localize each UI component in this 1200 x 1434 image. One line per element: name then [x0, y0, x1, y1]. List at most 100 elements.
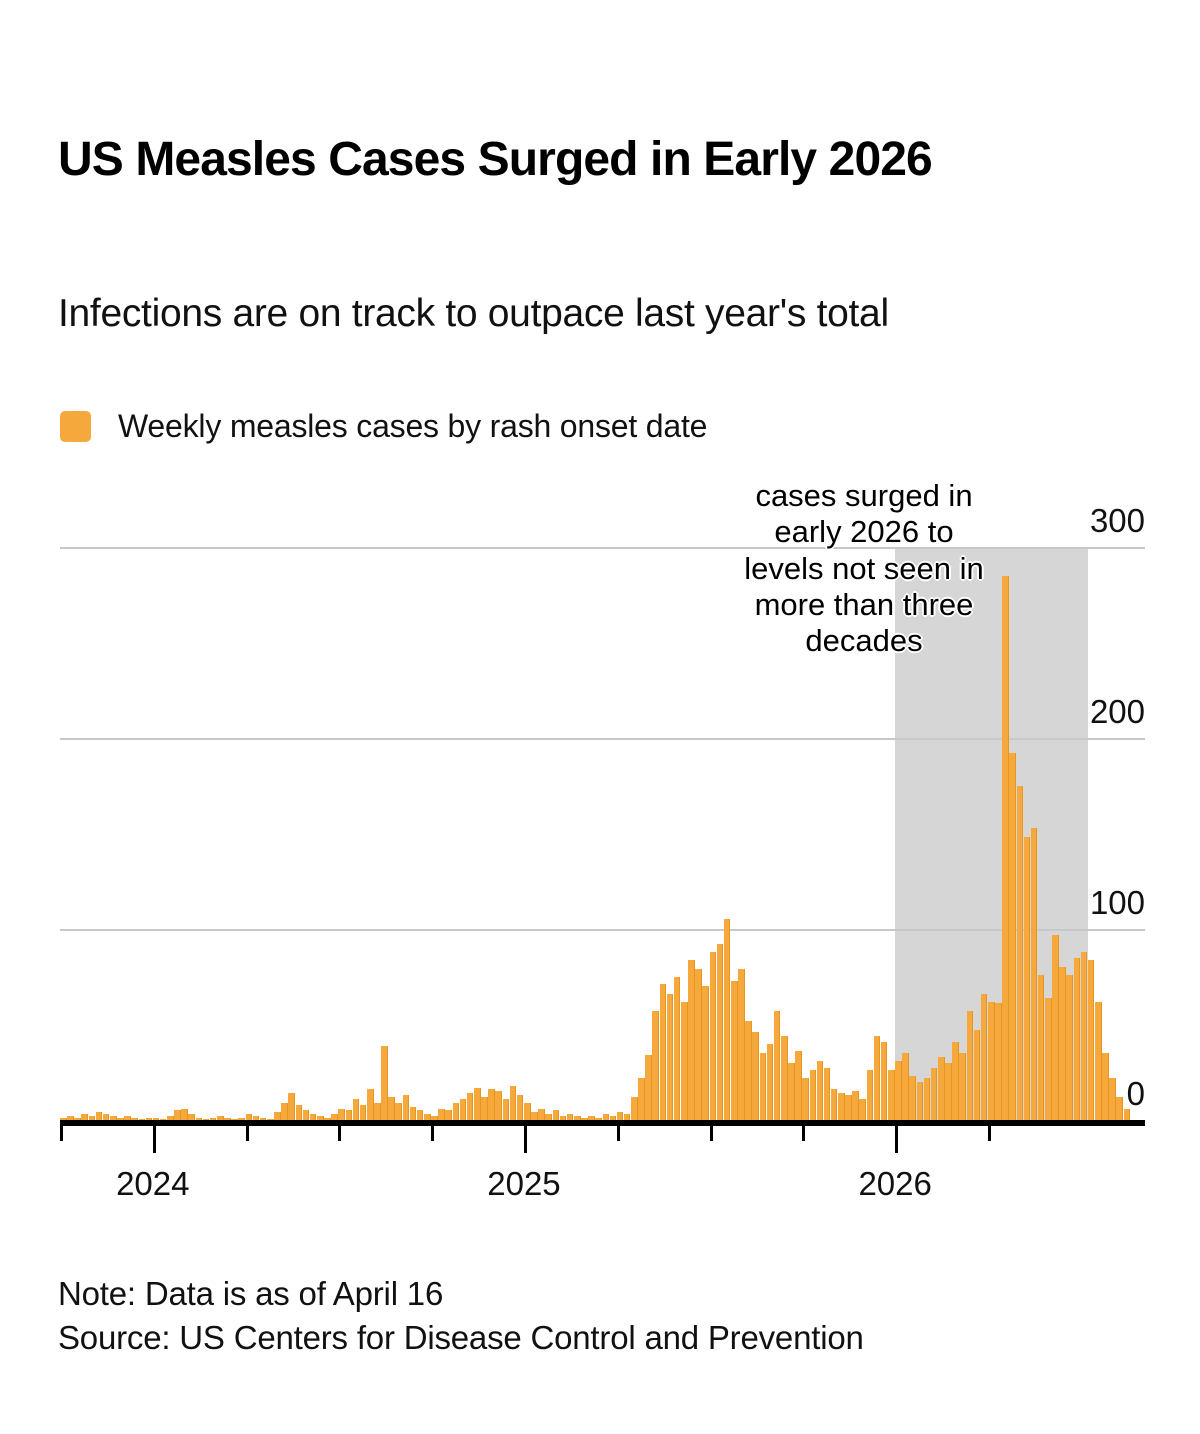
- bar: [345, 1110, 353, 1120]
- bar: [552, 1110, 560, 1120]
- x-axis-tick-minor: [245, 1126, 249, 1141]
- bar: [838, 1093, 845, 1120]
- bar: [331, 1114, 338, 1120]
- bar: [880, 1041, 888, 1120]
- bar: [481, 1097, 488, 1120]
- bar: [695, 969, 702, 1120]
- x-axis-label: 2024: [116, 1165, 190, 1202]
- y-axis-label: 200: [1089, 693, 1145, 730]
- gridline: [60, 929, 1145, 931]
- bar: [995, 1003, 1002, 1120]
- bar: [438, 1108, 445, 1120]
- bar: [823, 1068, 831, 1120]
- bar: [1002, 575, 1009, 1120]
- bar: [174, 1110, 181, 1120]
- bar: [1016, 785, 1024, 1120]
- bar: [509, 1085, 517, 1120]
- bar: [788, 1062, 795, 1120]
- bar: [888, 1070, 895, 1120]
- bar: [645, 1055, 652, 1120]
- bar: [245, 1114, 253, 1120]
- bar: [1037, 974, 1045, 1120]
- bar: [181, 1108, 188, 1120]
- bar: [202, 1118, 210, 1120]
- bar: [631, 1097, 638, 1120]
- bar: [374, 1102, 381, 1120]
- bar: [416, 1110, 424, 1120]
- bar: [466, 1093, 474, 1120]
- bar: [795, 1051, 802, 1120]
- y-axis-label: 300: [1089, 502, 1145, 539]
- bar: [281, 1102, 288, 1120]
- bar: [502, 1098, 510, 1120]
- x-axis-tick-major: [152, 1126, 156, 1153]
- cropped-text-strip: –– –– –– –– –– ––: [0, 0, 1200, 18]
- bar: [987, 1001, 995, 1120]
- bar: [681, 1001, 688, 1120]
- bar: [531, 1112, 538, 1120]
- bar: [452, 1102, 460, 1120]
- bar: [1009, 753, 1016, 1120]
- bar: [188, 1114, 196, 1120]
- bar: [595, 1118, 602, 1120]
- bar: [830, 1089, 838, 1120]
- bar: [773, 1011, 781, 1120]
- x-axis-tick-minor: [338, 1126, 342, 1141]
- bar: [324, 1118, 331, 1120]
- bar: [937, 1056, 945, 1120]
- bar: [1045, 997, 1052, 1120]
- bar: [102, 1114, 110, 1120]
- bar: [752, 1032, 759, 1120]
- bar: [859, 1098, 867, 1120]
- bar: [895, 1060, 902, 1120]
- bar: [302, 1110, 310, 1120]
- bar: [224, 1118, 231, 1120]
- y-axis-label: 0: [1126, 1075, 1145, 1112]
- bar: [923, 1077, 931, 1120]
- bar: [1087, 959, 1095, 1120]
- bar: [952, 1041, 959, 1120]
- bar: [152, 1118, 160, 1120]
- x-axis-tick-minor: [60, 1126, 63, 1141]
- bar: [802, 1077, 809, 1120]
- bar: [388, 1097, 395, 1120]
- x-axis-tick-minor: [802, 1126, 806, 1141]
- bar: [1116, 1097, 1123, 1120]
- bar: [217, 1116, 224, 1120]
- bar: [231, 1118, 238, 1120]
- bar: [623, 1114, 631, 1120]
- gridline: [60, 547, 1145, 549]
- bar: [109, 1116, 117, 1120]
- bar: [738, 969, 745, 1120]
- bar: [966, 1011, 974, 1120]
- cropped-text: –– –– –– –– –– ––: [58, 0, 236, 7]
- bar: [588, 1116, 595, 1120]
- bar: [167, 1116, 174, 1120]
- bar: [809, 1070, 817, 1120]
- bar: [366, 1089, 374, 1120]
- bar: [545, 1114, 552, 1120]
- legend-swatch-icon: [60, 411, 91, 442]
- bar: [866, 1070, 874, 1120]
- bar: [1052, 934, 1059, 1120]
- bar: [309, 1114, 317, 1120]
- gridline: [60, 738, 1145, 740]
- bar: [459, 1098, 467, 1120]
- x-axis-tick-minor: [616, 1126, 620, 1141]
- bar: [602, 1114, 610, 1120]
- x-axis-tick-major: [523, 1126, 527, 1153]
- y-axis-label: 100: [1089, 884, 1145, 921]
- bar: [395, 1102, 403, 1120]
- measles-weekly-bar-chart: cases surged in early 2026 to levels not…: [0, 470, 1200, 1210]
- bar: [652, 1011, 660, 1120]
- x-axis-tick-minor: [431, 1126, 435, 1141]
- chart-footnote: Note: Data is as of April 16 Source: US …: [58, 1272, 1068, 1359]
- bar: [523, 1102, 531, 1120]
- bar: [267, 1118, 274, 1120]
- bar-series: [0, 470, 1200, 1120]
- bar: [131, 1118, 138, 1120]
- bar: [488, 1089, 495, 1120]
- bar: [252, 1116, 260, 1120]
- bar: [274, 1112, 281, 1120]
